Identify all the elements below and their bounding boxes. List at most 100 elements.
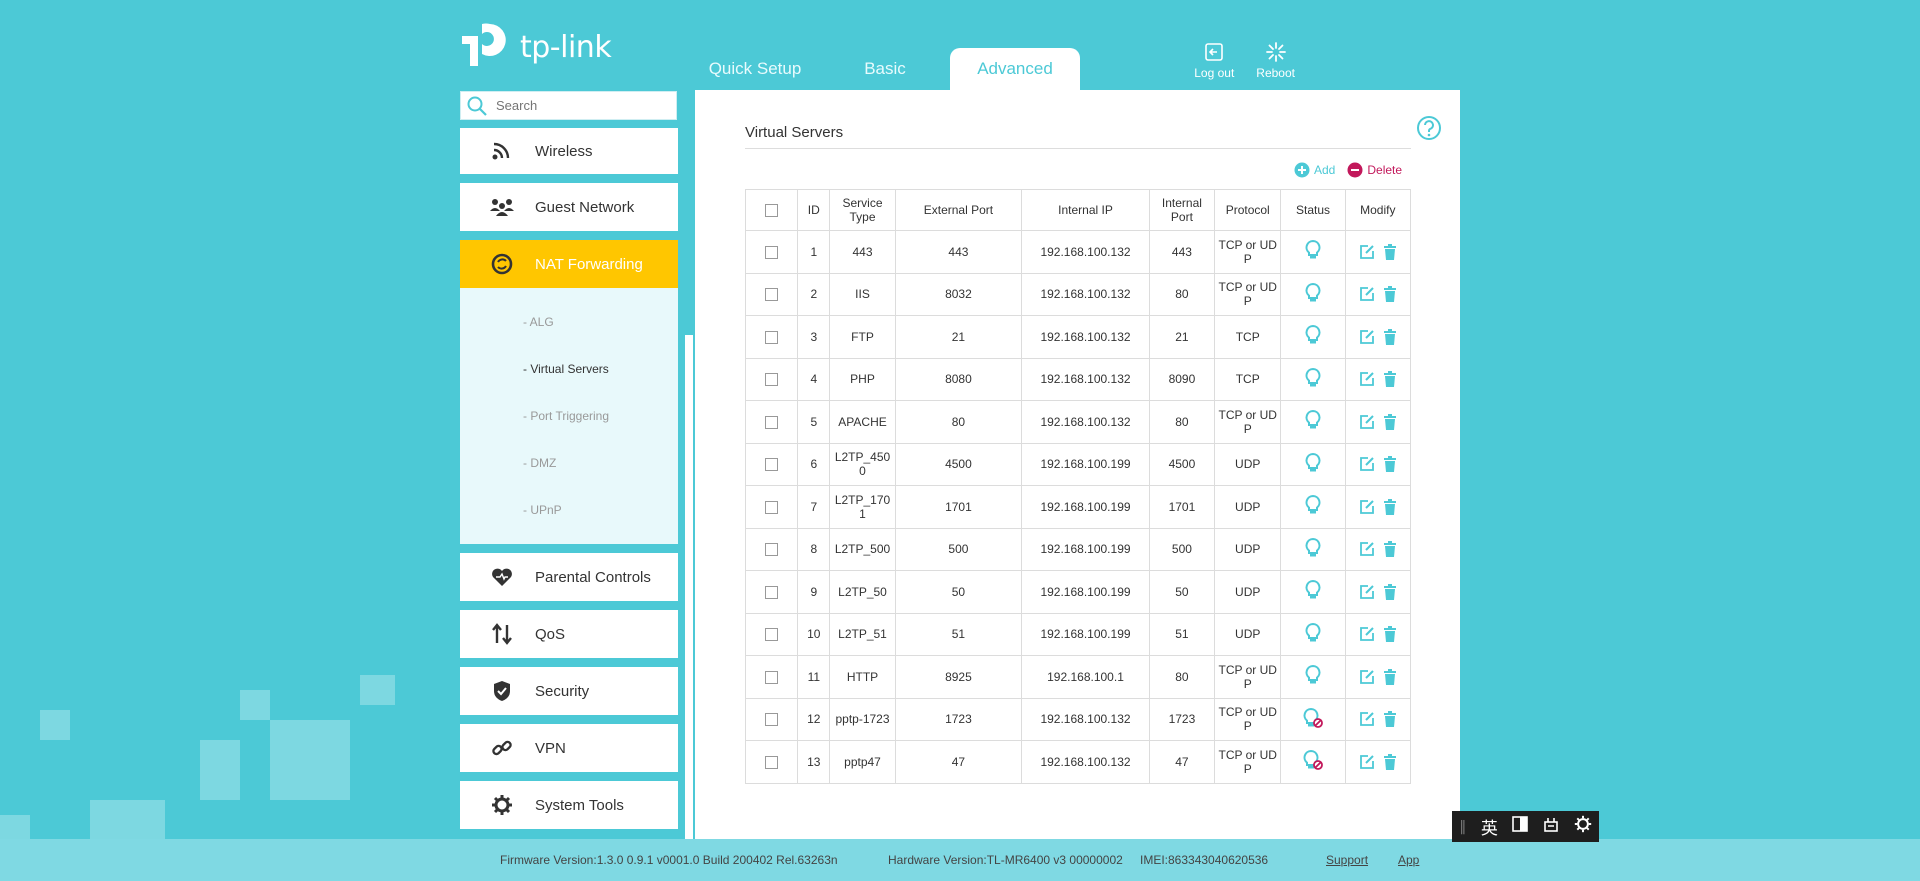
row-checkbox[interactable]	[765, 670, 779, 684]
tab-advanced[interactable]: Advanced	[950, 48, 1080, 90]
status-enabled-bulb-icon[interactable]	[1305, 495, 1321, 515]
cell-external-port: 443	[894, 230, 1023, 274]
tab-basic[interactable]: Basic	[864, 59, 906, 78]
row-checkbox[interactable]	[765, 628, 779, 642]
trash-icon[interactable]	[1383, 456, 1397, 473]
status-enabled-bulb-icon[interactable]	[1305, 452, 1321, 473]
row-checkbox[interactable]	[765, 585, 779, 599]
sidebar: Wireless Guest Network NAT Forwarding - …	[460, 128, 678, 838]
sidebar-subitem-alg[interactable]: - ALG	[523, 315, 554, 329]
app-link[interactable]: App	[1398, 853, 1420, 867]
cell-modify	[1344, 357, 1412, 401]
sidebar-subitem-port-triggering[interactable]: - Port Triggering	[523, 409, 610, 423]
cell-internal-port: 4500	[1148, 442, 1216, 486]
reboot-button[interactable]: Reboot	[1256, 42, 1295, 80]
select-all-checkbox[interactable]	[765, 204, 779, 218]
edit-icon[interactable]	[1359, 286, 1375, 302]
cell-modify	[1344, 612, 1412, 656]
edit-icon[interactable]	[1359, 456, 1375, 472]
column-header-status: Status	[1280, 189, 1346, 231]
trash-icon[interactable]	[1383, 286, 1397, 303]
cell-internal-ip: 192.168.100.132	[1021, 230, 1150, 274]
tab-quick-setup[interactable]: Quick Setup	[708, 59, 802, 78]
edit-icon[interactable]	[1359, 711, 1375, 727]
sidebar-item-wireless[interactable]: Wireless	[460, 128, 678, 174]
edit-icon[interactable]	[1359, 371, 1375, 387]
status-enabled-bulb-icon[interactable]	[1305, 665, 1321, 685]
edit-icon[interactable]	[1359, 669, 1375, 685]
status-enabled-bulb-icon[interactable]	[1305, 367, 1321, 388]
background-tile	[360, 675, 395, 705]
edit-icon[interactable]	[1359, 754, 1375, 770]
ime-settings-gear-icon[interactable]	[1574, 815, 1592, 838]
cell-internal-port: 500	[1148, 527, 1216, 571]
sidebar-subitem-virtual-servers[interactable]: - Virtual Servers	[523, 362, 609, 376]
status-enabled-bulb-icon[interactable]	[1305, 410, 1321, 430]
table-actions: Add Delete	[1294, 162, 1402, 178]
row-checkbox[interactable]	[765, 288, 779, 302]
cell-internal-ip: 192.168.100.132	[1021, 357, 1150, 401]
sidebar-subitem-dmz[interactable]: - DMZ	[523, 456, 557, 470]
ime-punctuation-icon[interactable]	[1543, 816, 1559, 837]
trash-icon[interactable]	[1383, 328, 1397, 345]
status-enabled-bulb-icon[interactable]	[1305, 537, 1321, 558]
table-row: 2 IIS 8032 192.168.100.132 80 TCP or UDP	[744, 272, 1412, 316]
cell-external-port: 51	[894, 612, 1023, 656]
edit-icon[interactable]	[1359, 541, 1375, 557]
sidebar-item-qos[interactable]: QoS	[460, 610, 678, 658]
row-checkbox[interactable]	[765, 755, 779, 769]
sidebar-scrollbar[interactable]	[685, 335, 693, 840]
row-checkbox[interactable]	[765, 713, 779, 727]
trash-icon[interactable]	[1383, 243, 1397, 260]
sidebar-item-security[interactable]: Security	[460, 667, 678, 715]
row-checkbox[interactable]	[765, 458, 779, 472]
delete-button[interactable]: Delete	[1347, 162, 1402, 178]
edit-icon[interactable]	[1359, 584, 1375, 600]
ime-half-full-width-icon[interactable]	[1512, 816, 1529, 837]
sidebar-item-vpn[interactable]: VPN	[460, 724, 678, 772]
search-input[interactable]	[494, 97, 668, 114]
support-link[interactable]: Support	[1326, 853, 1369, 867]
sidebar-item-nat-forwarding[interactable]: NAT Forwarding	[460, 240, 678, 288]
add-button[interactable]: Add	[1294, 162, 1335, 178]
trash-icon[interactable]	[1383, 668, 1397, 685]
cell-modify	[1344, 230, 1412, 274]
status-enabled-bulb-icon[interactable]	[1305, 282, 1321, 303]
edit-icon[interactable]	[1359, 499, 1375, 515]
trash-icon[interactable]	[1383, 541, 1397, 558]
status-enabled-bulb-icon[interactable]	[1305, 580, 1321, 600]
row-checkbox[interactable]	[765, 330, 779, 344]
row-checkbox[interactable]	[765, 543, 779, 557]
trash-icon[interactable]	[1383, 583, 1397, 600]
trash-icon[interactable]	[1383, 753, 1397, 770]
ime-drag-handle-icon[interactable]: ‖	[1459, 818, 1467, 835]
edit-icon[interactable]	[1359, 414, 1375, 430]
edit-icon[interactable]	[1359, 329, 1375, 345]
row-checkbox[interactable]	[765, 415, 779, 429]
trash-icon[interactable]	[1383, 498, 1397, 515]
trash-icon[interactable]	[1383, 626, 1397, 643]
trash-icon[interactable]	[1383, 711, 1397, 728]
sidebar-item-system-tools[interactable]: System Tools	[460, 781, 678, 829]
sidebar-item-parental-controls[interactable]: Parental Controls	[460, 553, 678, 601]
cell-modify	[1344, 655, 1412, 699]
table-row: 13 pptp47 47 192.168.100.132 47 TCP or UDP	[744, 740, 1412, 784]
row-checkbox[interactable]	[765, 500, 779, 514]
ime-language-toggle[interactable]: 英	[1480, 819, 1498, 839]
status-enabled-bulb-icon[interactable]	[1305, 240, 1321, 260]
status-enabled-bulb-icon[interactable]	[1305, 622, 1321, 643]
edit-icon[interactable]	[1359, 626, 1375, 642]
row-checkbox[interactable]	[765, 245, 779, 259]
row-select-cell	[744, 485, 799, 529]
trash-icon[interactable]	[1383, 413, 1397, 430]
sidebar-subitem-upnp[interactable]: - UPnP	[523, 503, 562, 517]
status-disabled-bulb-icon[interactable]	[1303, 750, 1323, 771]
status-disabled-bulb-icon[interactable]	[1303, 707, 1323, 728]
logout-button[interactable]: Log out	[1194, 42, 1234, 80]
status-enabled-bulb-icon[interactable]	[1305, 325, 1321, 345]
help-icon[interactable]	[1416, 115, 1442, 146]
row-checkbox[interactable]	[765, 373, 779, 387]
trash-icon[interactable]	[1383, 371, 1397, 388]
edit-icon[interactable]	[1359, 244, 1375, 260]
sidebar-item-guest-network[interactable]: Guest Network	[460, 183, 678, 231]
